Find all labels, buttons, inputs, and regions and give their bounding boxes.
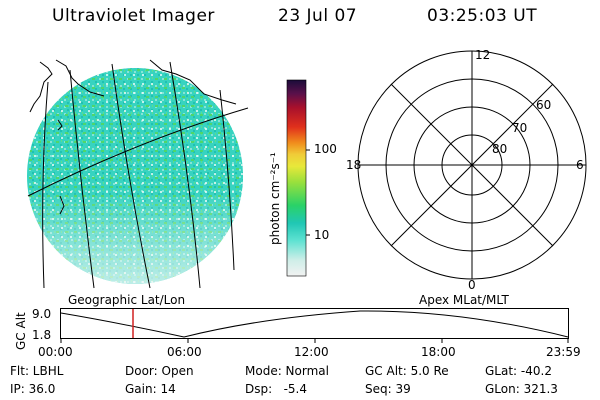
colorbar-unit-label: photon cm⁻²s⁻¹ [268, 152, 282, 245]
time-label: 03:25:03 UT [427, 6, 538, 26]
glon-status: GLon: 321.3 [485, 382, 558, 396]
apex-caption: Apex MLat/MLT [419, 293, 509, 307]
dsp-status: Dsp: -5.4 [245, 382, 308, 396]
mlt-diagonal [390, 83, 554, 247]
meridian-line [69, 69, 95, 289]
mlt-label-18: 18 [346, 158, 362, 172]
coastline [59, 195, 65, 215]
coastline [57, 119, 63, 131]
colorbar-tick-label-100: 100 [314, 142, 337, 156]
mlat-label-60: 60 [536, 98, 552, 112]
uv-image-disk [27, 59, 249, 289]
mlt-label-0: 0 [468, 278, 476, 292]
orbit-plot-frame [60, 308, 569, 339]
meridian-line [219, 89, 235, 271]
color-scale-gradient [286, 79, 307, 277]
mlt-label-12: 12 [475, 48, 491, 62]
polar-grid-plot [357, 50, 587, 280]
x-tick-1800: 18:00 [421, 345, 456, 359]
glat-status: GLat: -40.2 [485, 364, 552, 378]
app-title: Ultraviolet Imager [52, 6, 215, 26]
coastline [55, 59, 105, 97]
meridian-line [111, 63, 151, 289]
alt-axis-max: 9.0 [32, 307, 52, 321]
disk-low-fade [27, 68, 243, 284]
date-label: 23 Jul 07 [278, 6, 358, 26]
door-status: Door: Open [125, 364, 194, 378]
latitude-line [27, 107, 249, 197]
mlat-label-70: 70 [512, 121, 528, 135]
seq-status: Seq: 39 [365, 382, 411, 396]
orbit-altitude-plot [60, 308, 569, 343]
filter-status: Flt: LBHL [10, 364, 64, 378]
x-tick-0000: 00:00 [38, 345, 73, 359]
coastline [29, 61, 53, 113]
colorbar-tick-label-10: 10 [314, 228, 330, 242]
color-scale-bar [286, 79, 310, 277]
mlt-label-6: 6 [576, 158, 584, 172]
gc-alt-status: GC Alt: 5.0 Re [365, 364, 449, 378]
ip-status: IP: 36.0 [10, 382, 56, 396]
gain-status: Gain: 14 [125, 382, 176, 396]
meridian-line [42, 81, 49, 289]
coastline [149, 59, 237, 105]
x-tick-1200: 12:00 [294, 345, 329, 359]
mlat-label-80: 80 [492, 142, 508, 156]
altitude-curve [60, 310, 569, 338]
mode-status: Mode: Normal [245, 364, 329, 378]
x-tick-2359: 23:59 [546, 345, 581, 359]
meridian-line [169, 61, 201, 289]
x-tick-0600: 06:00 [167, 345, 202, 359]
gc-alt-axis-label: GC Alt [14, 312, 28, 350]
geographic-caption: Geographic Lat/Lon [68, 293, 186, 307]
alt-axis-min: 1.8 [32, 328, 52, 342]
